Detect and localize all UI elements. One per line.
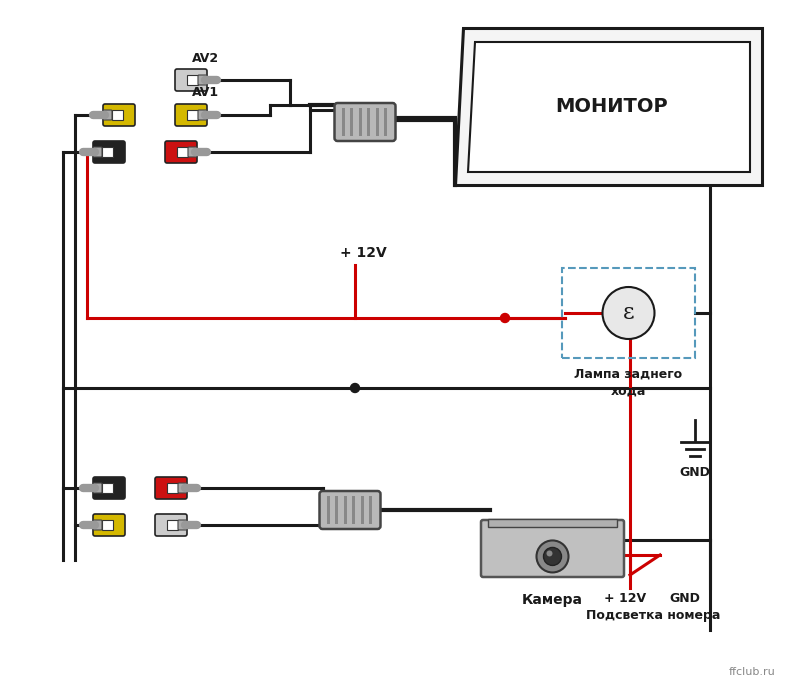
Circle shape	[602, 287, 654, 339]
FancyBboxPatch shape	[358, 108, 362, 136]
FancyBboxPatch shape	[102, 147, 114, 158]
Text: GND: GND	[679, 466, 710, 479]
Circle shape	[543, 548, 562, 565]
FancyBboxPatch shape	[93, 147, 102, 157]
FancyBboxPatch shape	[178, 520, 187, 530]
Text: AV1: AV1	[191, 87, 218, 100]
FancyBboxPatch shape	[102, 520, 114, 531]
Bar	[562, 268, 695, 358]
FancyBboxPatch shape	[335, 496, 338, 524]
FancyBboxPatch shape	[369, 496, 372, 524]
FancyBboxPatch shape	[187, 74, 198, 85]
FancyBboxPatch shape	[375, 108, 378, 136]
Text: GND: GND	[670, 591, 701, 604]
FancyBboxPatch shape	[481, 520, 624, 577]
FancyBboxPatch shape	[334, 103, 395, 141]
Text: AV2: AV2	[191, 52, 218, 65]
Text: ffclub.ru: ffclub.ru	[728, 667, 775, 677]
FancyBboxPatch shape	[187, 110, 198, 121]
FancyBboxPatch shape	[103, 104, 135, 126]
Text: МОНИТОР: МОНИТОР	[556, 98, 668, 117]
FancyBboxPatch shape	[93, 514, 125, 536]
FancyBboxPatch shape	[93, 141, 125, 163]
Circle shape	[501, 314, 510, 323]
Text: Камера: Камера	[522, 593, 583, 607]
FancyBboxPatch shape	[178, 483, 187, 493]
Text: ε: ε	[622, 302, 634, 324]
FancyBboxPatch shape	[103, 110, 112, 120]
FancyBboxPatch shape	[488, 519, 617, 527]
FancyBboxPatch shape	[93, 483, 102, 493]
FancyBboxPatch shape	[112, 110, 123, 121]
Circle shape	[546, 550, 553, 557]
FancyBboxPatch shape	[352, 496, 355, 524]
FancyBboxPatch shape	[93, 477, 125, 499]
FancyBboxPatch shape	[93, 520, 102, 530]
FancyBboxPatch shape	[165, 141, 197, 163]
FancyBboxPatch shape	[188, 147, 197, 157]
FancyBboxPatch shape	[344, 496, 346, 524]
FancyBboxPatch shape	[361, 496, 363, 524]
Circle shape	[350, 383, 359, 393]
FancyBboxPatch shape	[155, 477, 187, 499]
FancyBboxPatch shape	[175, 104, 207, 126]
Text: + 12V: + 12V	[340, 246, 386, 260]
FancyBboxPatch shape	[167, 483, 178, 493]
FancyBboxPatch shape	[350, 108, 353, 136]
FancyBboxPatch shape	[319, 491, 381, 529]
FancyBboxPatch shape	[155, 514, 187, 536]
Polygon shape	[455, 28, 762, 185]
Polygon shape	[468, 42, 750, 172]
FancyBboxPatch shape	[342, 108, 345, 136]
Circle shape	[537, 540, 569, 572]
FancyBboxPatch shape	[177, 147, 188, 158]
FancyBboxPatch shape	[326, 496, 330, 524]
Text: Лампа заднего
хода: Лампа заднего хода	[574, 368, 682, 398]
Text: Подсветка номера: Подсветка номера	[586, 608, 720, 621]
FancyBboxPatch shape	[384, 108, 387, 136]
FancyBboxPatch shape	[102, 483, 114, 493]
FancyBboxPatch shape	[167, 520, 178, 531]
FancyBboxPatch shape	[367, 108, 370, 136]
Text: + 12V: + 12V	[604, 591, 646, 604]
FancyBboxPatch shape	[198, 110, 207, 120]
FancyBboxPatch shape	[198, 75, 207, 85]
FancyBboxPatch shape	[175, 69, 207, 91]
